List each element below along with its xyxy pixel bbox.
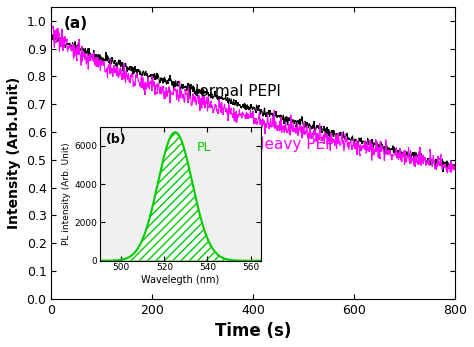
X-axis label: Time (s): Time (s) — [215, 322, 292, 340]
Text: (a): (a) — [64, 16, 88, 31]
Text: Heavy PEPI: Heavy PEPI — [253, 137, 339, 152]
Text: Normal PEPI: Normal PEPI — [188, 84, 281, 99]
Y-axis label: Intensity (Arb.Unit): Intensity (Arb.Unit) — [7, 77, 21, 229]
